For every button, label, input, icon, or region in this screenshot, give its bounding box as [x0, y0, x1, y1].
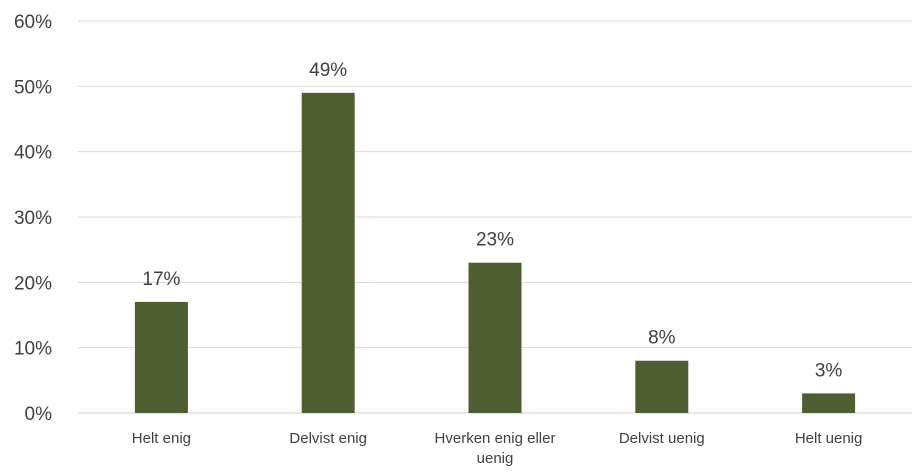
- bar: [802, 393, 856, 413]
- bars: [134, 92, 856, 413]
- y-tick-label: 50%: [14, 77, 52, 98]
- data-label: 8%: [648, 328, 676, 349]
- bar: [635, 360, 689, 413]
- y-axis-tick-labels: 0% 10% 20% 30% 40% 50% 60%: [14, 12, 52, 425]
- bar: [134, 301, 188, 413]
- data-labels: 17% 49% 23% 8% 3%: [142, 60, 842, 382]
- y-tick-label: 30%: [14, 208, 52, 229]
- data-label: 49%: [309, 60, 347, 81]
- x-category-label: Delvist uenig: [619, 430, 705, 447]
- x-category-label: Helt uenig: [795, 430, 863, 447]
- data-label: 3%: [815, 360, 843, 381]
- x-category-label: Delvist enig: [289, 430, 367, 447]
- y-tick-label: 60%: [14, 12, 52, 33]
- x-category-label: Hverken enig eller: [435, 430, 556, 447]
- data-label: 17%: [142, 269, 180, 290]
- gridlines: [78, 20, 912, 414]
- y-tick-label: 20%: [14, 273, 52, 294]
- x-category-label: Helt enig: [132, 430, 191, 447]
- bar: [468, 262, 522, 413]
- x-axis-category-labels: Helt enig Delvist enig Hverken enig eller u…: [132, 430, 863, 467]
- data-label: 23%: [476, 230, 514, 251]
- bar: [301, 92, 355, 413]
- y-tick-label: 10%: [14, 339, 52, 360]
- y-tick-label: 40%: [14, 143, 52, 164]
- y-tick-label: 0%: [25, 404, 53, 425]
- x-category-label: uenig: [477, 450, 514, 467]
